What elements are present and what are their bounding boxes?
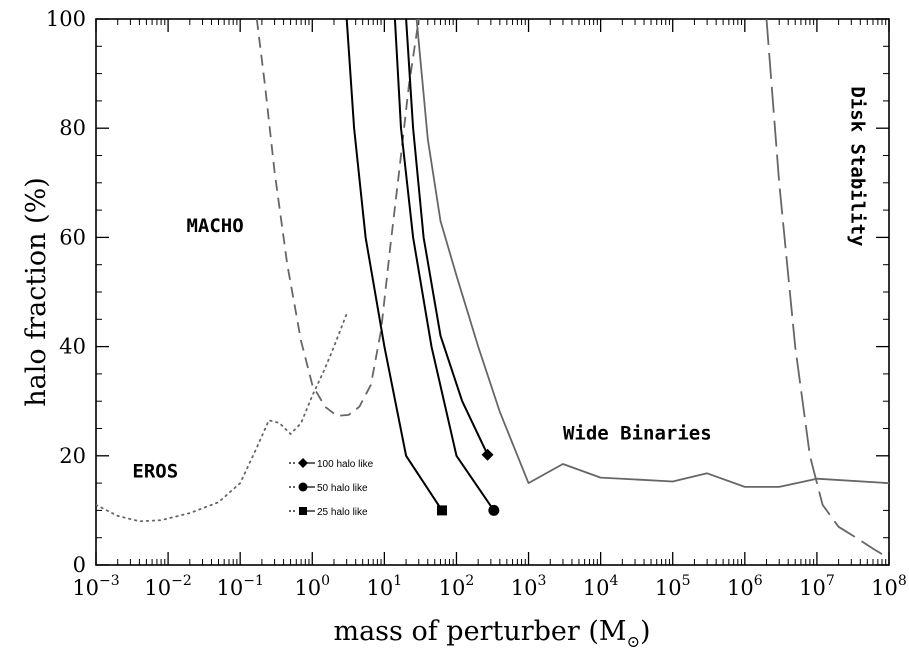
series-halo-25 (345, 19, 443, 511)
annotation-layer: MACHO EROS Wide Binaries Disk Stability (132, 86, 868, 482)
series-layer (96, 19, 889, 555)
x-tick-label: 103 (511, 573, 547, 600)
y-tick-label: 60 (59, 225, 86, 249)
legend-label: 25 halo like (317, 507, 368, 518)
series-halo-25-endpoint (436, 505, 447, 516)
legend-marker-diamond (298, 458, 308, 468)
x-tick-label: 105 (655, 573, 691, 600)
legend-marker-square (299, 507, 307, 515)
x-tick-label: 10−3 (72, 573, 119, 600)
legend-label: 50 halo like (317, 483, 368, 494)
series-eros (96, 312, 348, 523)
series-macho (255, 19, 420, 417)
series-halo-50 (393, 19, 495, 511)
marker-layer (436, 448, 500, 516)
annotation-label: MACHO (186, 215, 243, 237)
y-tick-label: 20 (59, 444, 86, 468)
x-tick-label: 106 (727, 573, 763, 600)
x-tick-label: 104 (583, 573, 619, 600)
x-tick-label: 101 (367, 573, 403, 600)
legend-marker-circle (298, 482, 308, 492)
series-halo-50-endpoint (488, 504, 500, 516)
y-tick-label: 40 (59, 335, 86, 359)
x-tick-label: 10−2 (144, 573, 191, 600)
legend-label: 100 halo like (317, 459, 374, 470)
series-wide-binaries (415, 19, 889, 488)
x-tick-label: 102 (439, 573, 475, 600)
series-halo-100 (405, 19, 489, 456)
axis-ticks: 10−3 10−2 10−1 100 101 102 103 104 105 106 107 108 0… (46, 7, 907, 600)
y-tick-label: 80 (59, 116, 86, 140)
x-tick-label: 108 (871, 573, 907, 600)
series-disk-stability (765, 19, 883, 555)
plot-frame (95, 18, 890, 566)
y-tick-label: 0 (73, 553, 86, 577)
annotation-label: Wide Binaries (563, 422, 712, 444)
legend: 100 halo like 50 halo like 25 halo like (289, 458, 374, 518)
x-axis-title: mass of perturber (M⊙) (333, 616, 650, 649)
annotation-label: EROS (132, 461, 178, 483)
series-halo-100-endpoint (481, 448, 494, 461)
annotation-label: Disk Stability (846, 86, 868, 246)
y-tick-label: 100 (46, 7, 86, 31)
y-axis-title: halo fraction (%) (21, 177, 52, 407)
x-tick-label: 100 (294, 573, 330, 600)
x-tick-label: 107 (799, 573, 835, 600)
x-tick-label: 10−1 (216, 573, 263, 600)
